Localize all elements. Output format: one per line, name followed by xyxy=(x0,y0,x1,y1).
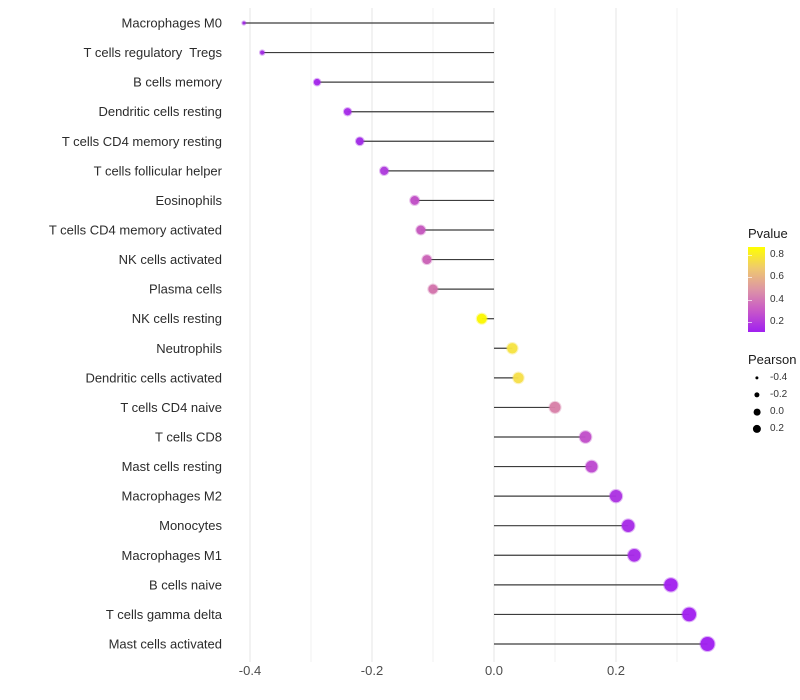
y-axis-label: Dendritic cells activated xyxy=(85,370,222,385)
y-axis-label: T cells CD4 memory activated xyxy=(49,222,222,237)
y-axis-label: T cells CD4 memory resting xyxy=(62,134,222,149)
y-axis-label: T cells gamma delta xyxy=(106,607,223,622)
y-axis-label: Macrophages M0 xyxy=(122,16,222,31)
lollipop-dot xyxy=(380,166,389,175)
lollipop-dot xyxy=(682,607,697,622)
pvalue-gradient-tick xyxy=(748,255,752,256)
x-axis-tick-label: 0.0 xyxy=(485,663,503,678)
pvalue-tick-label: 0.4 xyxy=(770,293,784,305)
lollipop-dot xyxy=(609,490,623,503)
lollipop-dot xyxy=(507,343,518,354)
y-axis-label: B cells naive xyxy=(149,577,222,592)
pearson-size-dot xyxy=(754,392,760,398)
lollipop-dot xyxy=(343,108,352,116)
y-axis-label: T cells CD8 xyxy=(155,429,222,444)
y-axis-label: Eosinophils xyxy=(156,193,223,208)
pvalue-gradient-bar xyxy=(748,247,765,332)
y-axis-label: Neutrophils xyxy=(156,341,222,356)
pearson-size-label: 0.2 xyxy=(770,423,784,434)
x-axis-tick-label: 0.2 xyxy=(607,663,625,678)
lollipop-dot xyxy=(513,372,524,384)
lollipop-dot xyxy=(428,284,438,294)
y-axis-label: Macrophages M1 xyxy=(122,548,222,563)
y-axis-label: T cells CD4 naive xyxy=(120,400,222,415)
y-axis-label: Dendritic cells resting xyxy=(98,104,222,119)
lollipop-dot xyxy=(355,137,364,146)
lollipop-dot xyxy=(700,636,715,651)
lollipop-dot xyxy=(628,548,641,562)
lollipop-dot xyxy=(579,431,592,443)
pvalue-tick-label: 0.8 xyxy=(770,249,784,260)
y-axis-label: NK cells resting xyxy=(132,311,222,326)
pearson-legend-title: Pearson xyxy=(748,352,797,367)
lollipop-dot xyxy=(422,255,432,265)
y-axis-label: Mast cells activated xyxy=(109,636,222,651)
pearson-size-label: -0.4 xyxy=(770,372,788,383)
y-axis-label: Macrophages M2 xyxy=(122,489,222,504)
y-axis-label: Plasma cells xyxy=(149,282,222,297)
pvalue-gradient-tick xyxy=(748,322,752,324)
pearson-size-dot xyxy=(752,424,762,434)
y-axis-label: B cells memory xyxy=(133,75,222,90)
y-axis-label: Mast cells resting xyxy=(122,459,222,474)
lollipop-dot xyxy=(585,460,598,473)
y-axis-label: Monocytes xyxy=(159,518,222,533)
pearson-size-label: 0.0 xyxy=(770,406,784,417)
lollipop-dot xyxy=(416,225,426,235)
lollipop-dot xyxy=(476,313,487,324)
x-axis-tick-label: -0.4 xyxy=(239,663,261,678)
y-axis-label: T cells regulatory Tregs xyxy=(84,45,223,60)
x-axis-tick-label: -0.2 xyxy=(361,663,383,678)
lollipop-dot xyxy=(549,401,561,413)
pearson-size-label: -0.2 xyxy=(770,389,788,400)
pvalue-gradient-tick xyxy=(748,277,752,279)
pvalue-gradient-tick xyxy=(748,299,752,301)
lollipop-dot xyxy=(242,21,246,25)
lollipop-dot xyxy=(260,50,265,55)
pearson-size-dot xyxy=(755,376,759,380)
y-axis-label: T cells follicular helper xyxy=(94,163,223,178)
pvalue-tick-label: 0.2 xyxy=(770,316,784,328)
lollipop-dot xyxy=(621,519,635,532)
pvalue-tick-label: 0.6 xyxy=(770,271,784,283)
pvalue-legend-title: Pvalue xyxy=(748,226,788,241)
lollipop-dot xyxy=(410,196,420,205)
y-axis-label: NK cells activated xyxy=(119,252,222,267)
pearson-size-dot xyxy=(753,408,761,416)
lollipop-dot xyxy=(664,578,678,592)
lollipop-dot xyxy=(313,78,321,86)
